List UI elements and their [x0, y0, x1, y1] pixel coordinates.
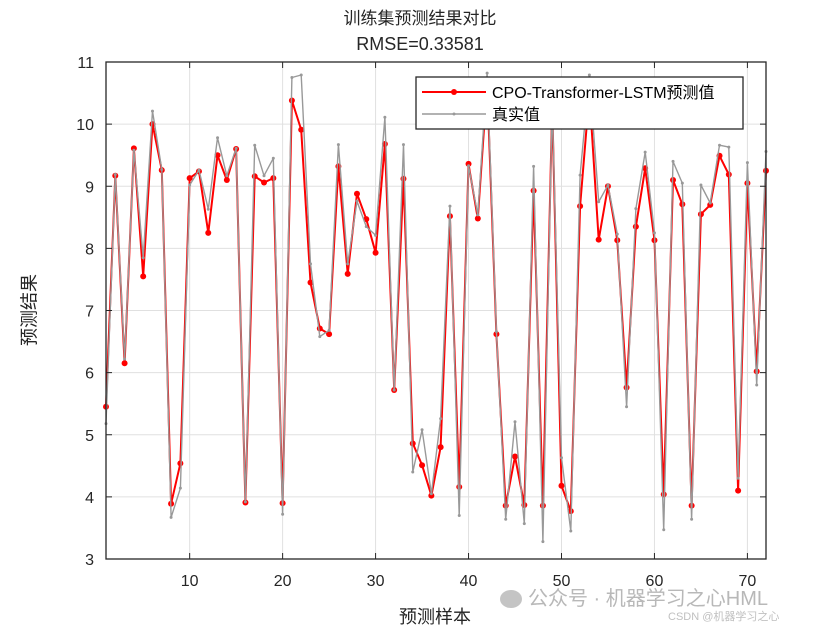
grid-lines — [106, 61, 766, 560]
x-axis-label: 预测样本 — [399, 607, 471, 628]
series-actual — [104, 71, 768, 544]
data-series — [103, 71, 769, 544]
x-tick-label: 40 — [460, 573, 478, 590]
x-tick-label: 30 — [367, 573, 385, 590]
y-tick-label: 5 — [85, 428, 94, 445]
axes: 10 20 30 40 50 60 70 3 4 5 6 7 8 9 10 11 — [76, 55, 767, 590]
y-tick-label: 4 — [85, 490, 94, 507]
y-tick-label: 11 — [77, 55, 94, 72]
chart-subtitle-rmse: RMSE=0.33581 — [356, 34, 484, 54]
chart-title: 训练集预测结果对比 — [343, 9, 497, 29]
legend-label: 真实值 — [492, 106, 540, 124]
x-tick-label: 20 — [274, 573, 292, 590]
x-tick-label: 50 — [553, 573, 571, 590]
watermark-csdn: CSDN @机器学习之心 — [668, 611, 780, 623]
y-tick-label: 7 — [85, 304, 94, 321]
watermark: 公众号 · 机器学习之心HML — [500, 582, 768, 611]
y-tick-label: 8 — [85, 241, 94, 258]
y-tick-label: 10 — [76, 117, 94, 134]
x-tick-label: 70 — [739, 573, 757, 590]
x-tick-label: 10 — [181, 573, 199, 590]
legend-label: CPO-Transformer-LSTM预测值 — [492, 84, 715, 102]
y-tick-label: 9 — [85, 179, 94, 196]
y-tick-label: 3 — [85, 552, 94, 569]
wechat-icon — [500, 590, 522, 608]
x-tick-label: 60 — [646, 573, 664, 590]
y-tick-label: 6 — [85, 366, 94, 383]
